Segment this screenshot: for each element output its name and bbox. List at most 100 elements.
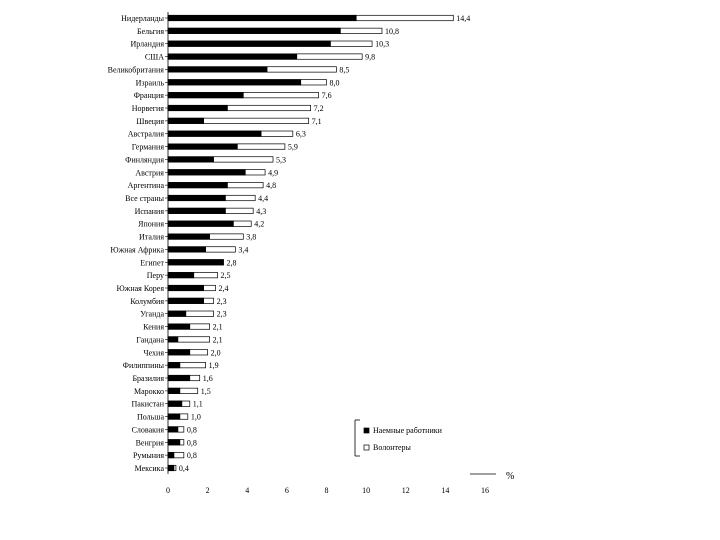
category-label: Филиппины <box>123 361 165 370</box>
bar-employees <box>167 143 238 150</box>
value-label: 1,1 <box>193 400 203 409</box>
bar-employees <box>167 374 191 382</box>
x-tick-label: 10 <box>362 486 370 495</box>
bar-employees <box>167 27 341 34</box>
category-label: Венгрия <box>136 438 165 447</box>
bar-employees <box>167 194 226 202</box>
category-label: Бельгия <box>137 27 164 36</box>
bar-employees <box>167 362 181 369</box>
category-label: Польша <box>137 413 164 422</box>
x-tick-label: 16 <box>481 486 489 495</box>
x-tick-label: 6 <box>285 486 289 495</box>
bar-employees <box>167 53 298 60</box>
bar-employees <box>167 336 179 343</box>
category-label: Швеция <box>136 117 164 126</box>
bar-employees <box>167 413 181 420</box>
bar-employees <box>167 400 183 407</box>
value-label: 8,0 <box>330 78 340 87</box>
category-label: Австрия <box>135 168 164 177</box>
category-label: Все страны <box>125 194 165 203</box>
category-label: Норвегия <box>132 104 165 113</box>
bar-employees <box>167 130 262 137</box>
value-label: 2,3 <box>217 310 227 319</box>
category-label: Франция <box>134 91 165 100</box>
category-label: США <box>145 53 164 62</box>
value-label: 8,5 <box>339 65 349 74</box>
legend-label-employees: Наемные работники <box>373 426 443 435</box>
category-label: Италия <box>139 233 164 242</box>
bar-employees <box>167 452 175 459</box>
bar-employees <box>167 387 181 394</box>
bar-employees <box>167 156 214 163</box>
bar-employees <box>167 40 331 47</box>
category-label: Словакия <box>132 425 165 434</box>
category-label: Гандана <box>136 335 164 344</box>
category-label: Германия <box>132 143 165 152</box>
value-label: 7,6 <box>322 91 332 100</box>
category-label: Израиль <box>136 78 165 87</box>
value-label: 2,8 <box>226 258 236 267</box>
category-label: Чехия <box>143 348 164 357</box>
value-label: 0,8 <box>187 425 197 434</box>
value-label: 7,2 <box>314 104 324 113</box>
category-label: Южная Корея <box>116 284 164 293</box>
category-label: Уганда <box>140 310 164 319</box>
x-axis-label: % <box>506 471 514 482</box>
category-label: Египет <box>140 258 164 267</box>
value-label: 10,3 <box>375 40 389 49</box>
bar-employees <box>167 233 210 240</box>
category-label: Южная Африка <box>110 245 164 254</box>
legend: Наемные работники Волонтеры <box>354 419 443 457</box>
legend-swatch-volunteers <box>363 444 370 451</box>
bar-employees <box>167 310 187 317</box>
value-label: 0,8 <box>187 451 197 460</box>
value-label: 4,4 <box>258 194 268 203</box>
legend-label-volunteers: Волонтеры <box>373 443 412 452</box>
value-label: 0,8 <box>187 438 197 447</box>
value-label: 2,0 <box>211 348 221 357</box>
value-label: 2,1 <box>213 335 223 344</box>
category-label: Пакистан <box>132 400 165 409</box>
bar-employees <box>167 79 302 86</box>
value-label: 4,3 <box>256 207 266 216</box>
value-label: 4,8 <box>266 181 276 190</box>
value-label: 5,3 <box>276 155 286 164</box>
category-label: Испания <box>135 207 165 216</box>
category-label: Румыния <box>133 451 164 460</box>
x-tick-label: 12 <box>402 486 410 495</box>
legend-swatch-employees <box>363 427 370 434</box>
value-label: 5,9 <box>288 143 298 152</box>
bar-employees <box>167 169 246 176</box>
category-label: Япония <box>138 220 164 229</box>
value-label: 3,8 <box>246 233 256 242</box>
category-label: Бразилия <box>132 374 164 383</box>
bar-employees <box>167 182 228 189</box>
bar-employees <box>167 117 205 124</box>
bar-employees <box>167 259 224 266</box>
bar-employees <box>167 284 205 292</box>
value-label: 3,4 <box>238 245 248 254</box>
value-label: 1,6 <box>203 374 213 383</box>
category-label: Мексика <box>135 464 165 473</box>
category-label: Великобритания <box>108 65 165 74</box>
bar-employees <box>167 220 234 227</box>
value-label: 7,1 <box>312 117 322 126</box>
value-label: 10,8 <box>385 27 399 36</box>
x-tick-label: 0 <box>166 486 170 495</box>
bar-employees <box>167 439 181 446</box>
bar-employees <box>167 246 206 253</box>
value-label: 2,3 <box>217 297 227 306</box>
bar-employees <box>167 14 357 22</box>
category-label: Финляндия <box>125 155 164 164</box>
axes-layer: 0 2 4 6 8 10 12 14 16 Нидерланды Бельгия Ирландия СШ… <box>108 12 489 495</box>
bar-employees <box>167 323 191 330</box>
bar-employees <box>167 92 244 99</box>
x-tick-label: 2 <box>206 486 210 495</box>
value-label: 0,4 <box>179 464 189 473</box>
bars-layer: 14,4 10,8 10,39,8 8,5 8,0 7,6 7,2 7,1 6,3 5,95,3 4… <box>167 14 470 473</box>
value-label: 1,0 <box>191 413 201 422</box>
value-label: 2,1 <box>213 323 223 332</box>
category-label: Аргентина <box>128 181 165 190</box>
bar-employees <box>167 464 175 472</box>
